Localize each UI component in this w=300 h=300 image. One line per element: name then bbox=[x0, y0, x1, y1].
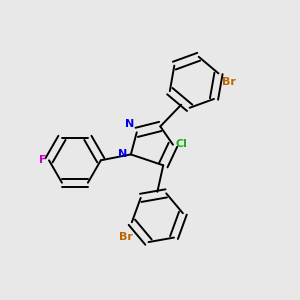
Text: F: F bbox=[39, 155, 47, 165]
Text: N: N bbox=[125, 119, 134, 129]
Text: N: N bbox=[118, 149, 127, 159]
Text: Cl: Cl bbox=[176, 139, 188, 148]
Text: Br: Br bbox=[119, 232, 133, 242]
Text: Br: Br bbox=[222, 77, 236, 87]
